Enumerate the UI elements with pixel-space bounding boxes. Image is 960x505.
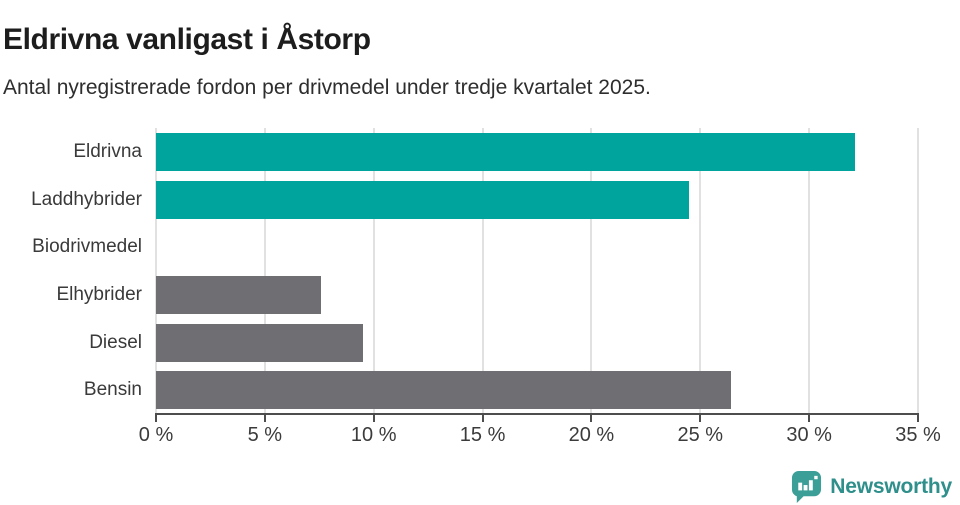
gridline-5 xyxy=(263,128,266,414)
x-tick-label-0: 0 % xyxy=(138,424,174,446)
bar-elhybrider xyxy=(156,275,322,314)
category-label-eldrivna: Eldrivna xyxy=(73,140,142,162)
category-label-diesel: Diesel xyxy=(89,331,142,353)
x-tick-35 xyxy=(917,415,919,422)
x-tick-label-15: 15 % xyxy=(459,424,506,446)
bar-eldrivna xyxy=(156,132,855,171)
x-tick-label-10: 10 % xyxy=(350,424,397,446)
x-axis-line xyxy=(155,413,919,415)
category-label-bensin: Bensin xyxy=(83,379,142,401)
x-tick-20 xyxy=(590,415,593,422)
gridline-25 xyxy=(699,128,702,414)
x-tick-0 xyxy=(155,415,157,422)
gridline-15 xyxy=(481,128,484,414)
category-label-laddhybrider: Laddhybrider xyxy=(31,188,142,210)
gridline-0 xyxy=(155,128,157,414)
x-tick-15 xyxy=(481,415,484,422)
brand-name: Newsworthy xyxy=(830,475,952,498)
x-tick-10 xyxy=(372,415,375,422)
x-tick-30 xyxy=(808,415,811,422)
x-tick-25 xyxy=(699,415,702,422)
x-tick-label-5: 5 % xyxy=(247,424,283,446)
gridline-30 xyxy=(808,128,811,414)
brand-footer[interactable]: Newsworthy xyxy=(791,470,952,504)
category-axis: Eldrivna Laddhybrider Biodrivmedel Elhybrid… xyxy=(0,128,142,414)
page-title: Eldrivna vanligast i Åstorp xyxy=(3,23,371,57)
plot-area xyxy=(155,128,919,414)
bar-chart-speech-bubble-icon xyxy=(792,471,822,503)
x-tick-label-20: 20 % xyxy=(568,424,615,446)
bar-bensin xyxy=(156,371,731,410)
gridline-35 xyxy=(917,128,919,414)
x-tick-label-30: 30 % xyxy=(786,424,832,446)
x-tick-5 xyxy=(263,415,266,422)
chart-subtitle: Antal nyregistrerade fordon per drivmede… xyxy=(3,76,651,99)
x-tick-label-35: 35 % xyxy=(895,424,941,446)
x-tick-label-25: 25 % xyxy=(677,424,724,446)
category-label-elhybrider: Elhybrider xyxy=(56,283,142,305)
category-label-biodrivmedel: Biodrivmedel xyxy=(32,236,142,258)
bar-diesel xyxy=(156,323,363,362)
bar-laddhybrider xyxy=(156,180,690,219)
gridline-20 xyxy=(590,128,593,414)
gridline-10 xyxy=(372,128,375,414)
